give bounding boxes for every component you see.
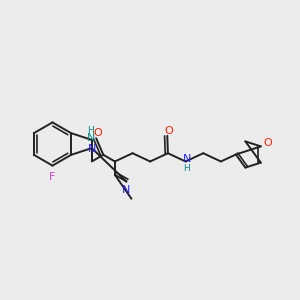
- Text: H: H: [87, 126, 94, 135]
- Text: N: N: [122, 185, 130, 195]
- Text: O: O: [94, 128, 102, 138]
- Text: N: N: [183, 154, 191, 164]
- Text: N: N: [88, 144, 97, 154]
- Text: O: O: [165, 126, 173, 136]
- Text: O: O: [263, 138, 272, 148]
- Text: H: H: [183, 164, 190, 172]
- Text: N: N: [87, 134, 95, 143]
- Text: F: F: [49, 172, 56, 182]
